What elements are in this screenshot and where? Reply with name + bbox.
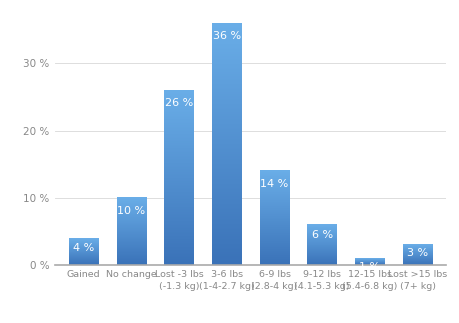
Bar — [354, 258, 384, 265]
Bar — [402, 245, 431, 265]
Bar — [307, 224, 336, 265]
Bar — [259, 171, 289, 265]
Text: 36 %: 36 % — [213, 31, 241, 41]
Bar — [69, 238, 98, 265]
Text: 3 %: 3 % — [406, 248, 427, 258]
Text: 4 %: 4 % — [73, 243, 94, 253]
Text: 10 %: 10 % — [117, 206, 145, 216]
Text: 14 %: 14 % — [260, 179, 288, 189]
Bar — [164, 90, 194, 265]
Text: 1 %: 1 % — [358, 262, 380, 272]
Text: 26 %: 26 % — [165, 98, 193, 108]
Bar — [212, 23, 241, 265]
Bar — [117, 198, 146, 265]
Text: 6 %: 6 % — [311, 230, 332, 240]
